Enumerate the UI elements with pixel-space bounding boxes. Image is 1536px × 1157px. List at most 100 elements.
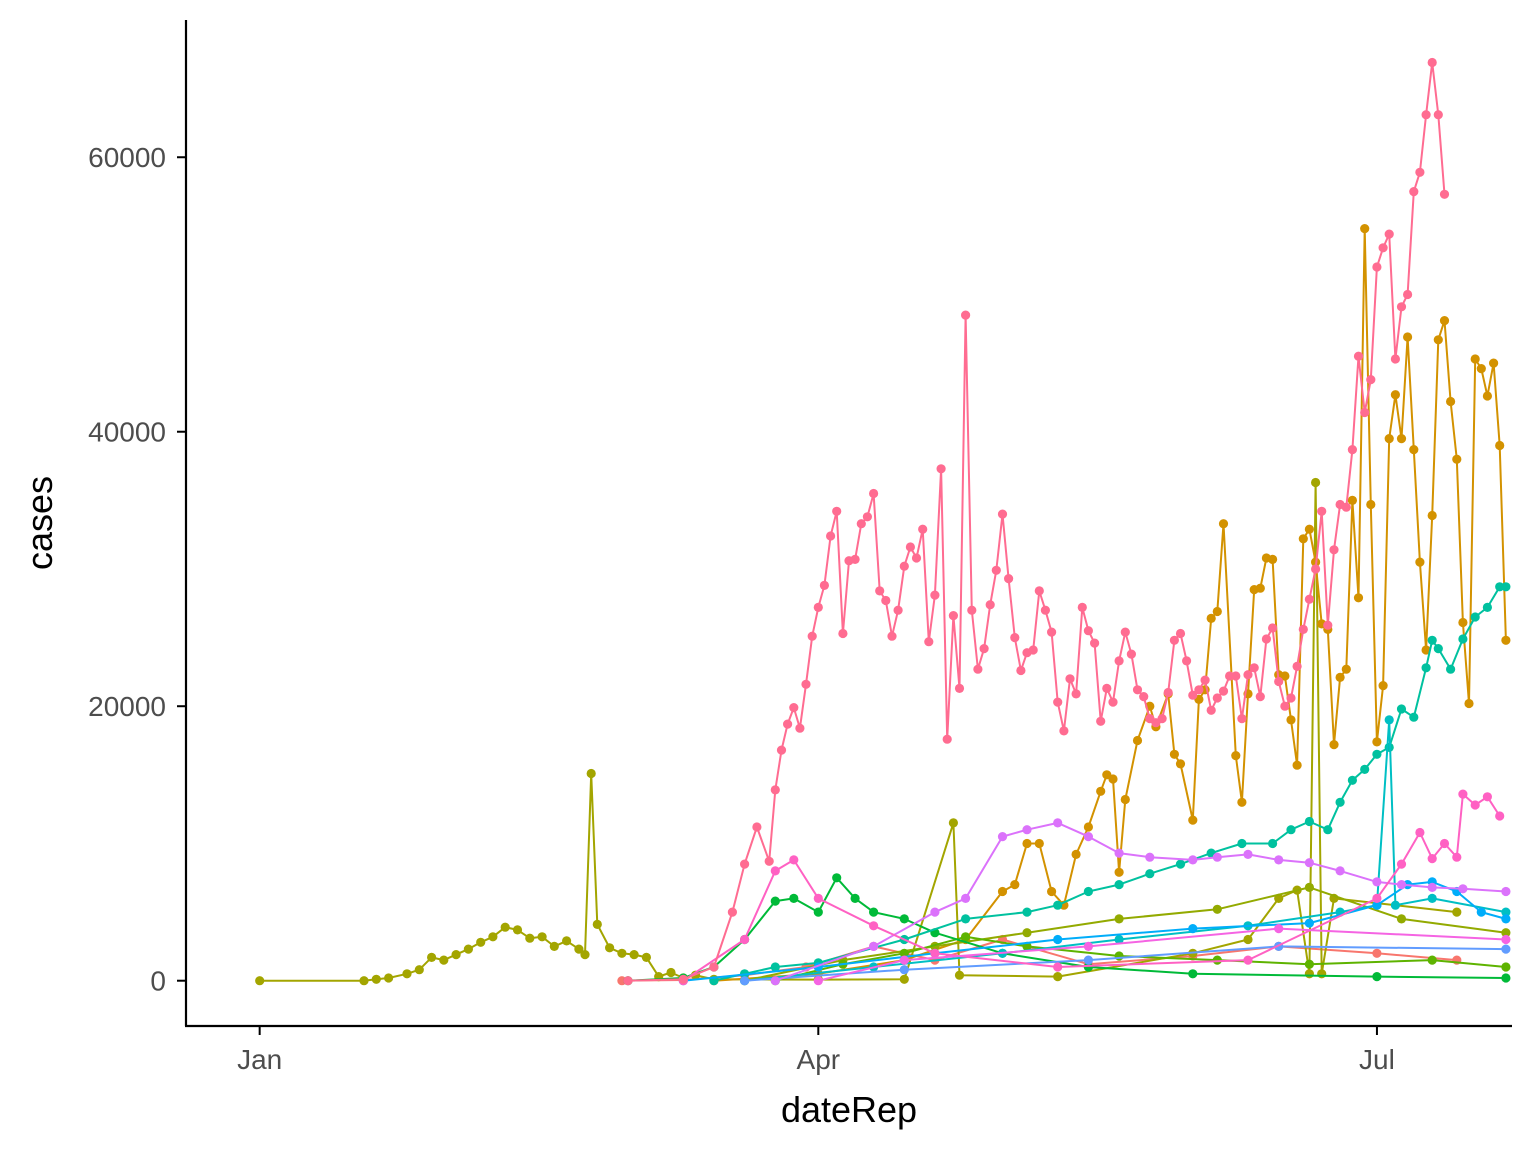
series-10-point-15: [1335, 866, 1345, 876]
series-6: [709, 582, 1511, 986]
series-13-point-108: [1390, 354, 1400, 364]
series-11-point-2: [770, 866, 780, 876]
series-13-point-58: [1083, 626, 1093, 636]
series-10-point-9: [1145, 852, 1155, 862]
series-2-point-69: [1476, 364, 1486, 374]
series-13-point-8: [776, 745, 787, 755]
series-6-point-10: [1145, 869, 1155, 879]
series-13-point-32: [924, 637, 934, 647]
series-13-point-38: [961, 310, 971, 320]
x-tick-label-1: Apr: [797, 1044, 841, 1075]
series-2-point-11: [1083, 822, 1093, 832]
series-2-point-33: [1255, 583, 1265, 593]
series-1-point-1: [359, 976, 369, 986]
y-tick-label-3: 60000: [88, 142, 166, 173]
series-13-point-116: [1439, 189, 1450, 199]
series-13-point-49: [1028, 645, 1038, 655]
series-1-point-5: [414, 965, 424, 975]
series-13-point-15: [819, 580, 830, 591]
series-2-point-5: [1010, 880, 1020, 890]
series-13-point-90: [1280, 701, 1290, 711]
series-5-point-13: [1083, 962, 1093, 972]
x-tick-label-0: Jan: [237, 1044, 282, 1075]
series-8-point-4: [1188, 924, 1198, 934]
series-2-point-39: [1292, 760, 1302, 770]
series-1-point-3: [384, 973, 394, 983]
series-13-point-105: [1372, 262, 1382, 272]
series-13-point-47: [1016, 665, 1026, 676]
series-1-point-17: [562, 936, 572, 946]
series-13-point-88: [1268, 623, 1278, 633]
series-13-point-41: [979, 644, 989, 654]
series-2-point-50: [1360, 224, 1370, 234]
series-13-point-64: [1120, 627, 1130, 637]
series-2-point-46: [1335, 672, 1345, 683]
series-8-point-6: [1372, 900, 1382, 910]
series-13-point-27: [893, 605, 903, 615]
series-9-point-2: [1083, 955, 1093, 965]
series-13-point-28: [899, 561, 909, 571]
series-13-point-3: [727, 907, 738, 917]
series-13-point-35: [942, 734, 952, 744]
series-11-point-8: [1243, 955, 1253, 965]
series-13-point-14: [813, 602, 823, 613]
series-1-point-23: [617, 948, 627, 958]
series-8-point-11: [1501, 914, 1511, 924]
series-13-point-91: [1286, 693, 1296, 703]
series-1-point-27: [666, 967, 676, 978]
series-5-point-5: [789, 893, 799, 904]
series-13-point-92: [1292, 661, 1302, 672]
series-5-point-10: [899, 914, 909, 924]
series-1-point-37: [1243, 934, 1253, 945]
series-6-point-29: [1458, 634, 1468, 644]
series-2-point-7: [1034, 838, 1044, 849]
series-4-point-6: [1212, 955, 1222, 965]
series-13-point-114: [1427, 57, 1437, 68]
series-2-point-12: [1096, 786, 1106, 796]
y-axis-ticks: 0 20000 40000 60000: [88, 142, 186, 997]
series-10-point-13: [1274, 855, 1284, 865]
series-11: [678, 789, 1505, 986]
series-13-point-7: [770, 785, 780, 795]
series-13-point-95: [1311, 564, 1321, 574]
series-2-point-10: [1071, 849, 1081, 860]
series-5-point-8: [850, 893, 860, 904]
series-10-point-14: [1304, 858, 1314, 868]
series-11-point-12: [1427, 854, 1437, 864]
series-8-point-3: [1053, 934, 1063, 945]
series-1-point-21: [592, 919, 602, 930]
series-13-point-30: [911, 553, 922, 563]
series-13-point-44: [997, 509, 1008, 519]
series-11-point-15: [1458, 789, 1468, 799]
series-2-point-15: [1114, 867, 1124, 877]
series-2-point-52: [1372, 737, 1382, 747]
series-13-point-54: [1059, 726, 1069, 736]
series-3-point-4: [1114, 914, 1124, 924]
series-2-point-48: [1347, 495, 1357, 505]
series-1-point-6: [427, 952, 437, 963]
series-13-point-98: [1329, 545, 1339, 555]
series-6-point-27: [1433, 644, 1443, 654]
series-10-point-8: [1114, 848, 1124, 858]
series-9-point-0: [740, 976, 750, 986]
series-2-point-65: [1452, 454, 1462, 464]
series-5-point-7: [832, 873, 842, 883]
series-11-point-7: [1053, 962, 1063, 972]
series-2-point-37: [1280, 671, 1290, 681]
series-13-point-10: [789, 703, 799, 713]
series-13-point-65: [1126, 649, 1136, 659]
series-10-point-5: [1022, 825, 1032, 835]
series-12: [813, 924, 1511, 986]
series-13-point-109: [1396, 302, 1407, 312]
series-13-point-45: [1004, 574, 1014, 584]
series-2-point-27: [1212, 606, 1222, 617]
series-6-point-30: [1470, 612, 1480, 622]
series-2-point-30: [1237, 797, 1247, 807]
series-13-point-57: [1077, 602, 1087, 613]
series-1-point-9: [463, 944, 473, 954]
series-1-point-12: [500, 922, 510, 932]
series-13-point-61: [1102, 683, 1112, 694]
series-13-point-21: [856, 519, 866, 529]
